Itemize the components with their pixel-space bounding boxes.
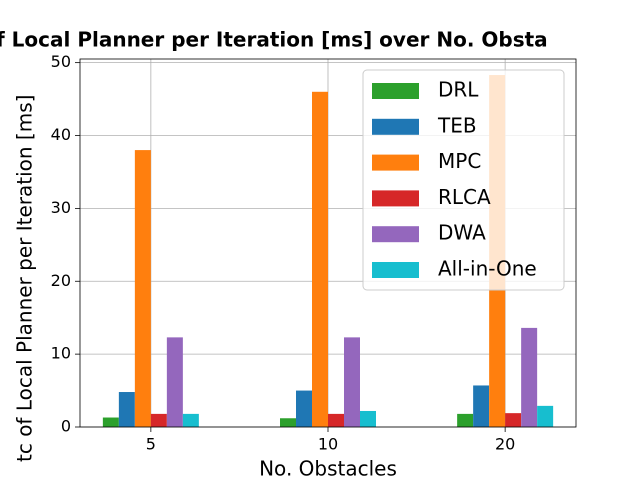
y-axis-label: tc of Local Planner per Iteration [ms] (13, 95, 37, 462)
bar (182, 413, 199, 427)
bar (118, 392, 135, 427)
bar (360, 410, 376, 427)
bar (328, 413, 344, 427)
x-tick-label: 20 (495, 435, 515, 454)
chart-title: f Local Planner per Iteration [ms] over … (0, 28, 548, 52)
legend-swatch (372, 226, 419, 243)
bar (505, 413, 522, 427)
bar (473, 385, 490, 427)
y-tick-label: 10 (51, 344, 71, 363)
plot-frame (79, 58, 577, 428)
legend-swatch (372, 190, 419, 207)
legend-label: DRL (438, 78, 479, 102)
bar (312, 91, 328, 427)
x-axis-label: No. Obstacles (259, 457, 397, 480)
legend-label: TEB (437, 113, 477, 137)
y-tick-label: 40 (51, 125, 71, 144)
bar (521, 327, 538, 427)
legend-label: DWA (438, 221, 486, 245)
bar (457, 413, 474, 427)
legend-label: RLCA (438, 185, 491, 209)
bar (150, 413, 167, 427)
legend: DRL TEB MPC RLCA DWA All-in-One (362, 69, 565, 291)
bar (280, 418, 296, 427)
y-tick-label: 0 (61, 417, 71, 436)
bar (537, 405, 554, 427)
legend-swatch (372, 262, 419, 278)
legend-swatch (372, 83, 419, 99)
bar (344, 337, 360, 427)
legend-swatch (372, 118, 419, 135)
y-tick-label: 20 (51, 271, 71, 290)
bar (102, 417, 119, 427)
x-tick-label: 10 (318, 435, 338, 454)
legend-label: All-in-One (438, 257, 537, 281)
bar (134, 150, 151, 427)
x-tick-label: 5 (146, 435, 156, 454)
y-tick-label: 30 (51, 198, 71, 217)
y-tick-label: 50 (51, 52, 71, 71)
legend-label: MPC (438, 149, 481, 173)
bar (166, 337, 183, 427)
bar (296, 390, 312, 427)
legend-swatch (372, 154, 419, 171)
